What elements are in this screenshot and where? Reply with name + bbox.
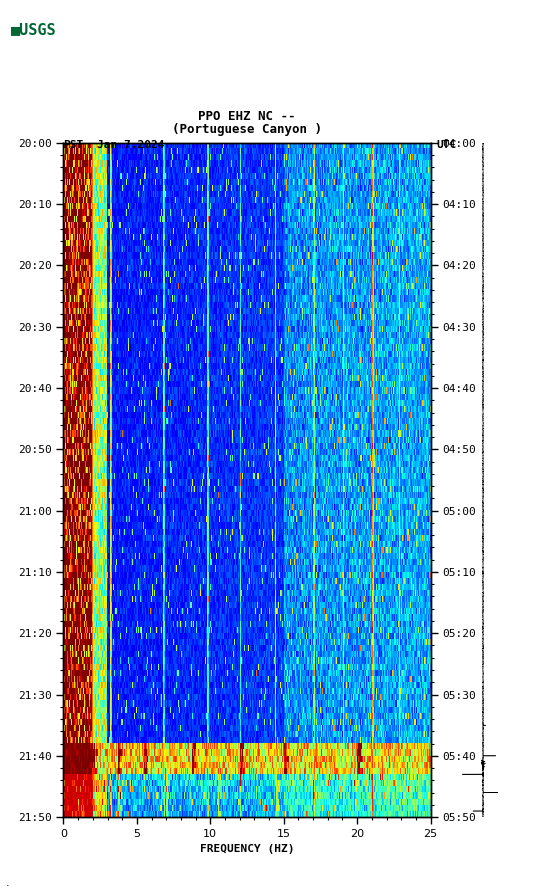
Text: UTC: UTC [436, 140, 457, 150]
Text: Jan 7,2024: Jan 7,2024 [97, 140, 164, 150]
Text: PST: PST [63, 140, 84, 150]
Text: ■USGS: ■USGS [11, 22, 57, 38]
Text: .: . [6, 878, 9, 888]
X-axis label: FREQUENCY (HZ): FREQUENCY (HZ) [200, 845, 294, 855]
Text: PPO EHZ NC --: PPO EHZ NC -- [198, 110, 296, 123]
Text: (Portuguese Canyon ): (Portuguese Canyon ) [172, 122, 322, 136]
